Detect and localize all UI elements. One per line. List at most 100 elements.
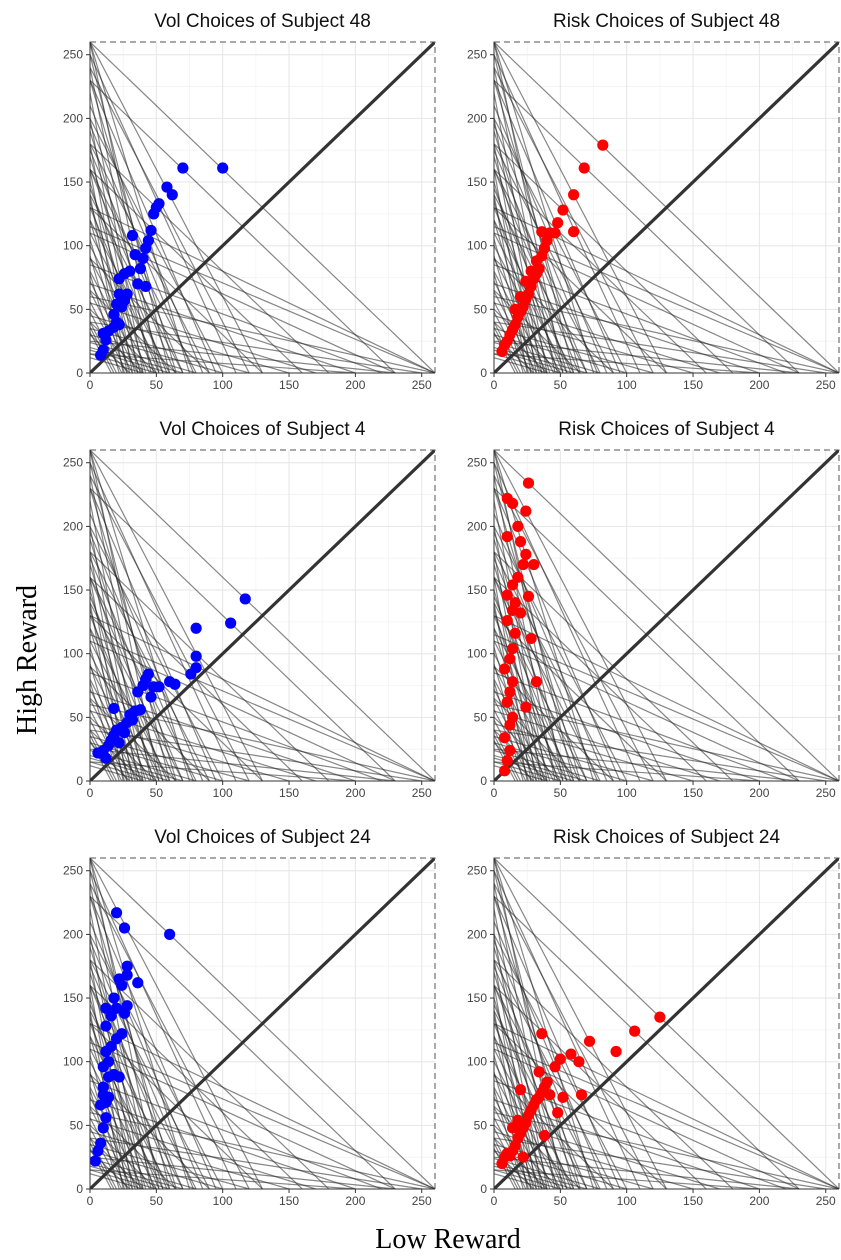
diagonal-line [90,450,435,781]
data-point [95,1137,107,1149]
y-tick-label: 0 [480,366,487,380]
y-tick-label: 0 [76,1182,83,1196]
data-point [512,1114,524,1126]
panel-border [493,449,840,782]
x-tick-label: 50 [150,378,164,392]
data-point [225,617,237,629]
x-tick-label: 200 [345,378,365,392]
chart-panel-4: Risk Choices of Subject 4 00 50 50 100 100 150… [467,419,840,800]
budget-line [494,615,564,781]
data-point [506,643,519,655]
data-point [142,668,154,680]
y-tick-label: 250 [63,456,83,470]
plot-area [494,858,839,1189]
data-point [568,189,580,201]
diagonal-line [494,858,839,1189]
data-point [552,217,564,229]
budget-line [90,1156,396,1189]
data-point [536,1028,548,1040]
budget-line [90,526,224,781]
data-point [190,650,202,662]
x-tick-label: 250 [412,378,432,392]
budget-line [494,704,839,781]
x-tick-label: 200 [749,786,769,800]
budget-line [494,1099,760,1189]
budget-line [494,169,601,373]
y-tick-label: 100 [63,239,83,253]
data-point [568,226,580,238]
data-point [102,1056,115,1068]
data-point [597,139,609,151]
budget-line [494,921,608,1189]
x-tick-label: 250 [412,786,432,800]
data-point [522,590,535,603]
budget-line [90,1004,168,1189]
data-point [217,162,229,174]
data-point [108,702,120,715]
data-point [514,607,527,619]
chart-panel-6: Risk Choices of Subject 24 00 50 50 100 100 15… [467,827,840,1208]
budget-line [494,1156,800,1189]
y-tick-label: 100 [63,647,83,661]
chart-title: Risk Choices of Subject 24 [553,827,780,848]
budget-line [494,255,530,373]
budget-line [90,67,250,373]
chart-panel-1: Vol Choices of Subject 48 00 50 50 100 100 150… [63,11,436,392]
budget-line [90,895,217,1189]
data-point [499,765,511,777]
data-point [509,597,521,609]
data-point [525,265,537,277]
data-point [124,265,136,277]
budget-line [90,188,168,373]
budget-line [90,663,126,781]
data-point [530,676,543,688]
data-point [137,252,149,265]
data-point [610,1045,622,1058]
y-tick-label: 100 [467,239,487,253]
data-point [90,1155,101,1167]
budget-line [494,870,641,1189]
plot-area [90,42,435,373]
budget-line [90,615,160,781]
data-point [166,189,178,201]
budget-line [90,761,356,781]
data-point [499,732,511,744]
x-tick-label: 150 [683,786,703,800]
budget-line [494,283,760,373]
panel-border [493,41,840,374]
budget-line [494,1089,524,1189]
data-point [512,520,524,532]
budget-line [90,602,124,781]
data-point [514,291,527,303]
x-tick-label: 0 [491,1194,498,1208]
budget-line [494,340,800,373]
plot-area [90,858,435,1189]
budget-line [494,118,628,373]
y-tick-label: 150 [467,175,487,189]
data-point [514,1084,527,1096]
y-tick-label: 50 [474,710,488,724]
chart-panel-5: Vol Choices of Subject 24 00 50 50 100 100 150… [63,827,436,1208]
budget-line [90,634,435,781]
diagonal-line [90,42,435,373]
budget-line [90,353,356,373]
data-point [97,344,109,356]
budget-line [90,450,191,781]
x-tick-label: 50 [554,786,568,800]
y-tick-label: 200 [467,927,487,941]
data-point [530,255,543,267]
budget-line [90,273,120,373]
y-tick-label: 150 [63,991,83,1005]
data-point [110,1002,123,1014]
budget-line [494,526,628,781]
data-point [145,224,157,237]
data-point [113,737,125,749]
plot-area [494,450,839,781]
data-point [504,744,516,757]
budget-line [494,1137,826,1189]
data-point [552,1107,564,1119]
data-point [504,686,516,698]
x-tick-label: 100 [617,786,637,800]
y-tick-label: 50 [70,710,84,724]
data-point [121,1000,133,1012]
